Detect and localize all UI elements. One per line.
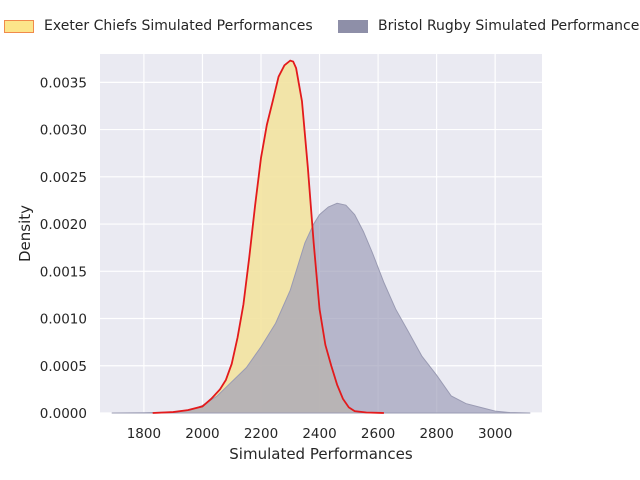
y-tick-label: 0.0035 (40, 75, 87, 91)
x-tick-label: 2200 (244, 426, 278, 442)
y-tick-label: 0.0015 (40, 264, 87, 280)
y-axis-title: Density (16, 205, 34, 262)
y-tick-label: 0.0005 (40, 359, 87, 375)
y-tick-label: 0.0000 (40, 406, 87, 422)
x-tick-label: 3000 (478, 426, 512, 442)
series-layer (111, 59, 531, 414)
exeter-density-area (152, 60, 384, 414)
x-tick-label: 2400 (302, 426, 336, 442)
tick-labels: 1800 2000 2200 2400 2600 2800 3000 0.0000 0.0005… (40, 75, 513, 442)
legend: Exeter Chiefs Simulated Performances Bri… (0, 18, 640, 44)
x-tick-label: 1800 (127, 426, 161, 442)
legend-label-exeter: Exeter Chiefs Simulated Performances (44, 18, 313, 34)
legend-swatch-exeter (4, 19, 34, 33)
y-tick-label: 0.0020 (40, 217, 87, 233)
y-tick-label: 0.0030 (40, 123, 87, 139)
y-tick-label: 0.0010 (40, 312, 87, 328)
x-axis-title: Simulated Performances (229, 445, 413, 463)
y-tick-label: 0.0025 (40, 170, 87, 186)
legend-item-bristol[interactable]: Bristol Rugby Simulated Performances (338, 18, 640, 34)
x-tick-label: 2800 (419, 426, 453, 442)
legend-swatch-bristol (338, 19, 368, 33)
exeter-density-line (152, 59, 384, 414)
legend-item-exeter[interactable]: Exeter Chiefs Simulated Performances (4, 18, 313, 34)
legend-label-bristol: Bristol Rugby Simulated Performances (378, 18, 640, 34)
x-tick-label: 2600 (361, 426, 395, 442)
x-tick-label: 2000 (185, 426, 219, 442)
